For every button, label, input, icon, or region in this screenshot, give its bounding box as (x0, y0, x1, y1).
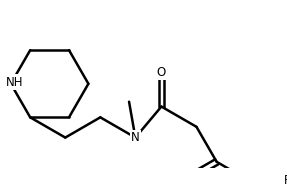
Text: F: F (284, 174, 287, 187)
Text: F: F (284, 174, 287, 187)
Text: N: N (131, 131, 140, 144)
Text: N: N (131, 131, 140, 144)
Text: NH: NH (5, 76, 23, 89)
Text: O: O (157, 66, 166, 79)
Text: O: O (157, 66, 166, 79)
Text: NH: NH (5, 76, 23, 89)
